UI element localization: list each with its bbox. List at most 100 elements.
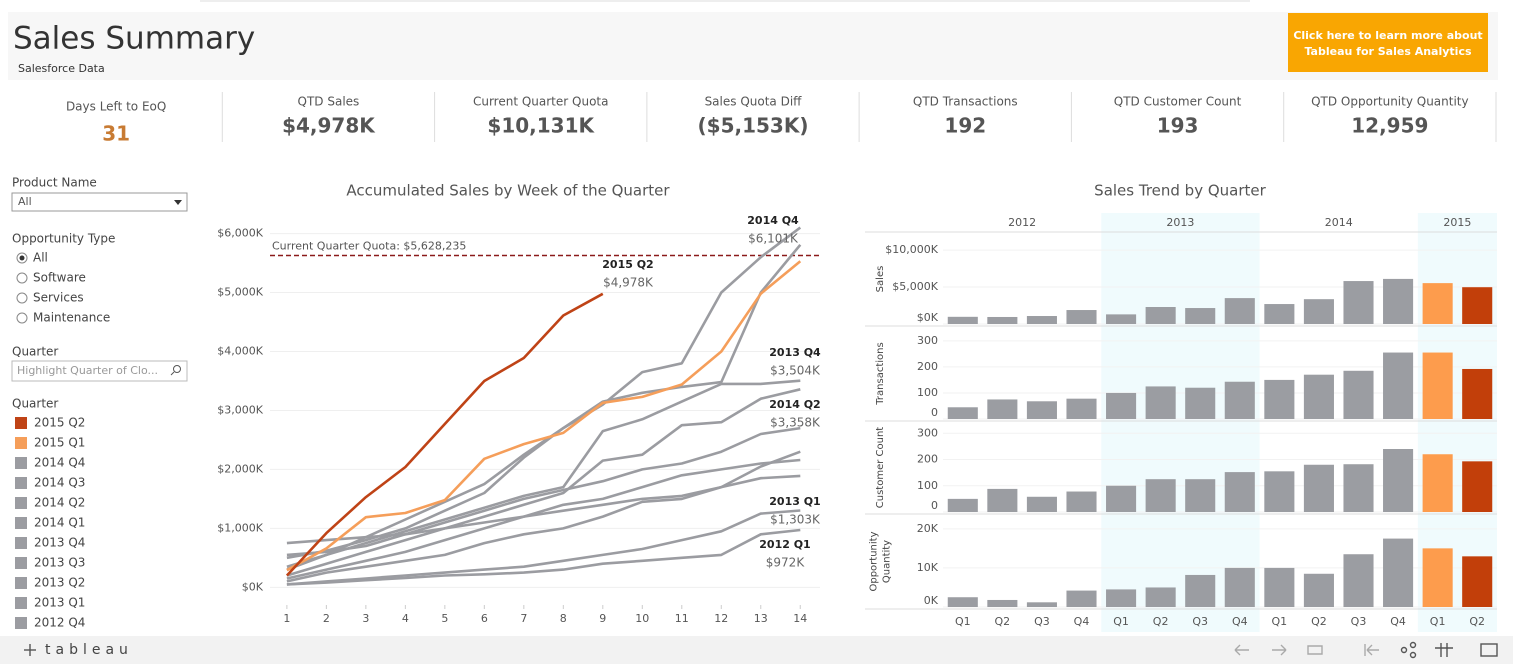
series-line — [286, 450, 801, 583]
series-line — [286, 260, 802, 572]
button-text[interactable]: Tableau for Sales Analytics — [1304, 45, 1472, 58]
dropdown[interactable] — [11, 192, 188, 212]
search-icon[interactable] — [170, 371, 175, 376]
legend-label[interactable]: 2014 Q2 — [34, 496, 85, 510]
kpi-label: Days Left to EoQ — [66, 100, 166, 114]
legend-label[interactable]: 2013 Q4 — [34, 536, 85, 550]
bar — [1185, 387, 1216, 419]
kpi-label: QTD Sales — [298, 95, 360, 109]
bar — [1026, 496, 1057, 512]
button-text[interactable]: Click here to learn more about — [1293, 29, 1482, 42]
bar — [1264, 379, 1295, 419]
bar — [1303, 299, 1334, 324]
x-tick-label: 4 — [402, 612, 409, 625]
legend-swatch — [15, 497, 27, 509]
x-tick-label: 8 — [560, 612, 567, 625]
bar — [1422, 548, 1453, 607]
x-tick-label: Q1 — [1272, 615, 1288, 628]
chart-title: Sales Trend by Quarter — [1094, 182, 1266, 200]
legend-label[interactable]: 2014 Q3 — [34, 476, 85, 490]
radio-label[interactable]: Maintenance — [33, 311, 110, 325]
radio-group: All Software Services Maintenance — [16, 251, 110, 325]
x-tick-label: 10 — [635, 612, 649, 625]
y-tick-label: $0K — [917, 311, 939, 324]
legend-label[interactable]: 2013 Q2 — [34, 576, 85, 590]
bar — [1185, 574, 1216, 607]
y-tick-label: 300 — [917, 334, 938, 347]
annotation-value: $6,101K — [748, 232, 799, 246]
series-line — [286, 528, 801, 586]
legend-title: Quarter — [12, 397, 58, 411]
legend-label[interactable]: 2012 Q4 — [34, 616, 85, 630]
x-tick-label: Q3 — [1351, 615, 1367, 628]
bar — [1343, 370, 1374, 419]
search-placeholder[interactable]: Highlight Quarter of Clo... — [17, 364, 158, 377]
legend-label[interactable]: 2013 Q1 — [34, 596, 85, 610]
legend-label[interactable]: 2015 Q1 — [34, 436, 85, 450]
y-tick-label: 100 — [917, 386, 938, 399]
kpi-label: QTD Customer Count — [1114, 95, 1242, 109]
x-tick-label: Q2 — [1311, 615, 1327, 628]
legend-label[interactable]: 2014 Q1 — [34, 516, 85, 530]
search-box[interactable] — [11, 360, 188, 382]
radio-label[interactable]: All — [33, 251, 48, 265]
toolbar-icons[interactable] — [1234, 641, 1498, 659]
x-tick-label: 6 — [481, 612, 488, 625]
kpi-value: 31 — [102, 122, 130, 146]
radio-label[interactable]: Services — [33, 291, 84, 305]
filter-label: Quarter — [12, 345, 58, 359]
search-icon[interactable] — [173, 365, 181, 373]
legend-label[interactable]: 2014 Q4 — [34, 456, 85, 470]
bar — [1106, 485, 1137, 512]
legend-label[interactable]: 2015 Q2 — [34, 416, 85, 430]
series-line — [285, 292, 604, 577]
x-tick-label: 13 — [754, 612, 768, 625]
legend-swatch — [15, 597, 27, 609]
dropdown-value[interactable]: All — [18, 195, 32, 208]
dropdown-arrow[interactable] — [174, 200, 182, 205]
bar — [987, 399, 1018, 419]
chart-title: Accumulated Sales by Week of the Quarter — [346, 182, 670, 200]
reference-label: Current Quarter Quota: $5,628,235 — [272, 239, 466, 252]
learn-more-button[interactable] — [1288, 13, 1488, 72]
bar — [1224, 472, 1255, 512]
y-tick-label: 200 — [917, 360, 938, 373]
radio[interactable] — [16, 292, 28, 304]
bar — [1343, 464, 1374, 512]
y-tick-label: 200 — [917, 453, 938, 466]
bar — [1383, 449, 1414, 512]
x-tick-label: 1 — [283, 612, 290, 625]
x-tick-label: 12 — [714, 612, 728, 625]
tableau-logo-icon — [24, 644, 36, 656]
legend-swatch — [15, 477, 27, 489]
x-tick-label: 2 — [323, 612, 330, 625]
legend-label[interactable]: 2013 Q3 — [34, 556, 85, 570]
radio-label[interactable]: Software — [33, 271, 86, 285]
bar-chart: Sales Trend by Quarter 2012 2013 2014 2015 $0… — [865, 182, 1497, 632]
annotation-name: 2015 Q2 — [602, 258, 653, 271]
legend-swatch — [15, 457, 27, 469]
bar — [947, 498, 978, 512]
bar — [1462, 556, 1493, 607]
x-tick-label: Q4 — [1074, 615, 1090, 628]
y-tick-label: 100 — [917, 479, 938, 492]
bar — [947, 407, 978, 419]
radio-dot[interactable] — [19, 255, 25, 261]
series-line — [286, 388, 801, 577]
kpi-value: 192 — [944, 114, 986, 138]
y-tick-label: $6,000K — [217, 227, 263, 240]
tableau-logo[interactable]: tableau — [45, 642, 133, 658]
panel-axis-label: Sales — [875, 266, 886, 293]
bar — [987, 599, 1018, 607]
radio[interactable] — [16, 272, 28, 284]
kpi-value: 12,959 — [1351, 114, 1428, 138]
annotation-value: $4,978K — [603, 276, 654, 290]
y-tick-label: $10,000K — [885, 243, 938, 256]
bar — [1224, 567, 1255, 607]
bar — [1462, 368, 1493, 419]
radio[interactable] — [16, 312, 28, 324]
bar — [1066, 398, 1097, 419]
page-subtitle: Salesforce Data — [18, 62, 105, 75]
bar — [1106, 314, 1137, 324]
